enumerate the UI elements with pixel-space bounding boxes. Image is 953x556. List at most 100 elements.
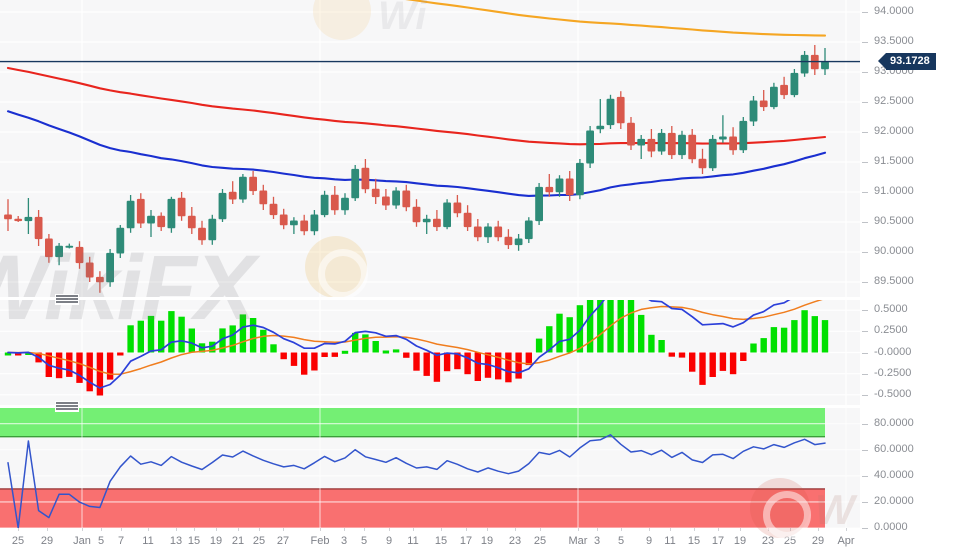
x-axis-label: 11 [407,535,419,547]
x-axis-label: 29 [811,535,825,547]
panel-resize-grip-1[interactable] [55,294,79,305]
x-axis-label: 7 [117,535,125,547]
x-axis-tick [283,528,284,531]
y-axis-tick [862,331,868,333]
x-axis-tick [148,528,149,531]
panel-divider-2[interactable] [0,405,953,408]
rsi-panel [0,408,953,528]
x-axis-tick [194,528,195,531]
y-axis-tick [862,373,868,375]
y-axis-label: 90.5000 [874,215,914,227]
x-axis-label: 3 [593,535,601,547]
x-axis-strip: 25 29 Jan 5 7 11 13 15 19 21 25 27 Feb 3 5 9 11 15 17 19 23 2… [0,528,953,556]
x-axis-label: 9 [385,535,393,547]
x-axis-label: 5 [97,535,105,547]
x-axis-tick [790,528,791,531]
y-axis-tick [862,475,868,477]
x-axis-label: 19 [209,535,223,547]
x-axis-tick [18,528,19,531]
macd-chart-svg [0,300,860,405]
x-axis-tick [740,528,741,531]
x-axis-label: 15 [434,535,448,547]
x-axis-tick [540,528,541,531]
y-axis-tick [862,162,868,163]
y-axis-label: 80.0000 [874,416,914,429]
y-axis-tick [862,192,868,193]
y-axis-label: 40.0000 [874,468,914,481]
x-axis-tick [818,528,819,531]
y-axis-label: -0.5000 [874,387,912,400]
x-axis-tick [487,528,488,531]
x-axis-label: 25 [783,535,797,547]
y-axis-tick [862,12,868,13]
y-axis-tick [862,282,868,283]
y-axis-label: 0.0000 [874,521,908,533]
y-axis-tick [862,72,868,73]
x-axis-tick [216,528,217,531]
x-axis-tick [364,528,365,531]
y-axis-strip: 94.0000 93.5000 93.0000 92.5000 92.0000 91.50… [860,0,953,556]
x-axis-label: Jan [73,535,91,547]
x-axis-label: 13 [169,535,183,547]
x-axis-tick [389,528,390,531]
x-axis-label: 21 [231,535,245,547]
panel-resize-grip-2[interactable] [55,401,79,412]
x-axis-label: Mar [568,535,588,547]
x-axis-tick [101,528,102,531]
macd-panel [0,300,953,405]
x-axis-tick [846,528,847,531]
x-axis-tick [466,528,467,531]
x-axis-label: 9 [645,535,653,547]
panel-divider-1[interactable] [0,297,953,300]
y-axis-tick [862,102,868,103]
y-axis-tick [862,42,868,43]
x-axis-tick [515,528,516,531]
y-axis-label: 93.5000 [874,35,914,47]
x-axis-label: 19 [480,535,494,547]
x-axis-tick [597,528,598,531]
x-axis-tick [649,528,650,531]
y-axis-label: 91.5000 [874,155,914,167]
x-axis-label: 11 [664,535,676,547]
x-axis-tick [768,528,769,531]
x-axis-label: 17 [711,535,725,547]
x-axis-tick [621,528,622,531]
current-price-badge: 93.1728 [878,53,936,71]
x-axis-tick [441,528,442,531]
y-axis-label: 89.5000 [874,275,914,287]
x-axis-label: 11 [142,535,154,547]
x-axis-tick [82,528,83,531]
y-axis-tick [862,394,868,396]
y-axis-tick [862,132,868,133]
y-axis-tick [862,501,868,503]
x-axis-label: 25 [533,535,547,547]
y-axis-tick [862,449,868,451]
x-axis-tick [259,528,260,531]
x-axis-label: 17 [459,535,473,547]
y-axis-tick [862,352,868,354]
x-axis-label: 5 [617,535,625,547]
price-chart-svg [0,0,860,293]
y-axis-label: 0.5000 [874,303,908,316]
y-axis-label: 20.0000 [874,494,914,507]
y-axis-tick [862,423,868,425]
x-axis-label: 23 [508,535,522,547]
x-axis-tick [694,528,695,531]
x-axis-label: 25 [11,535,25,547]
x-axis-label: 27 [276,535,290,547]
y-axis-tick [862,252,868,253]
y-axis-tick [862,310,868,312]
x-axis-label: 29 [40,535,54,547]
x-axis-label: 25 [252,535,266,547]
price-panel [0,0,860,293]
x-axis-label: 3 [340,535,348,547]
y-axis-label: 90.0000 [874,245,914,257]
x-axis-tick [238,528,239,531]
x-axis-tick [121,528,122,531]
y-axis-label: 92.5000 [874,95,914,107]
x-axis-label: 15 [187,535,201,547]
x-axis-tick [47,528,48,531]
x-axis-label: 19 [733,535,747,547]
x-axis-tick [718,528,719,531]
